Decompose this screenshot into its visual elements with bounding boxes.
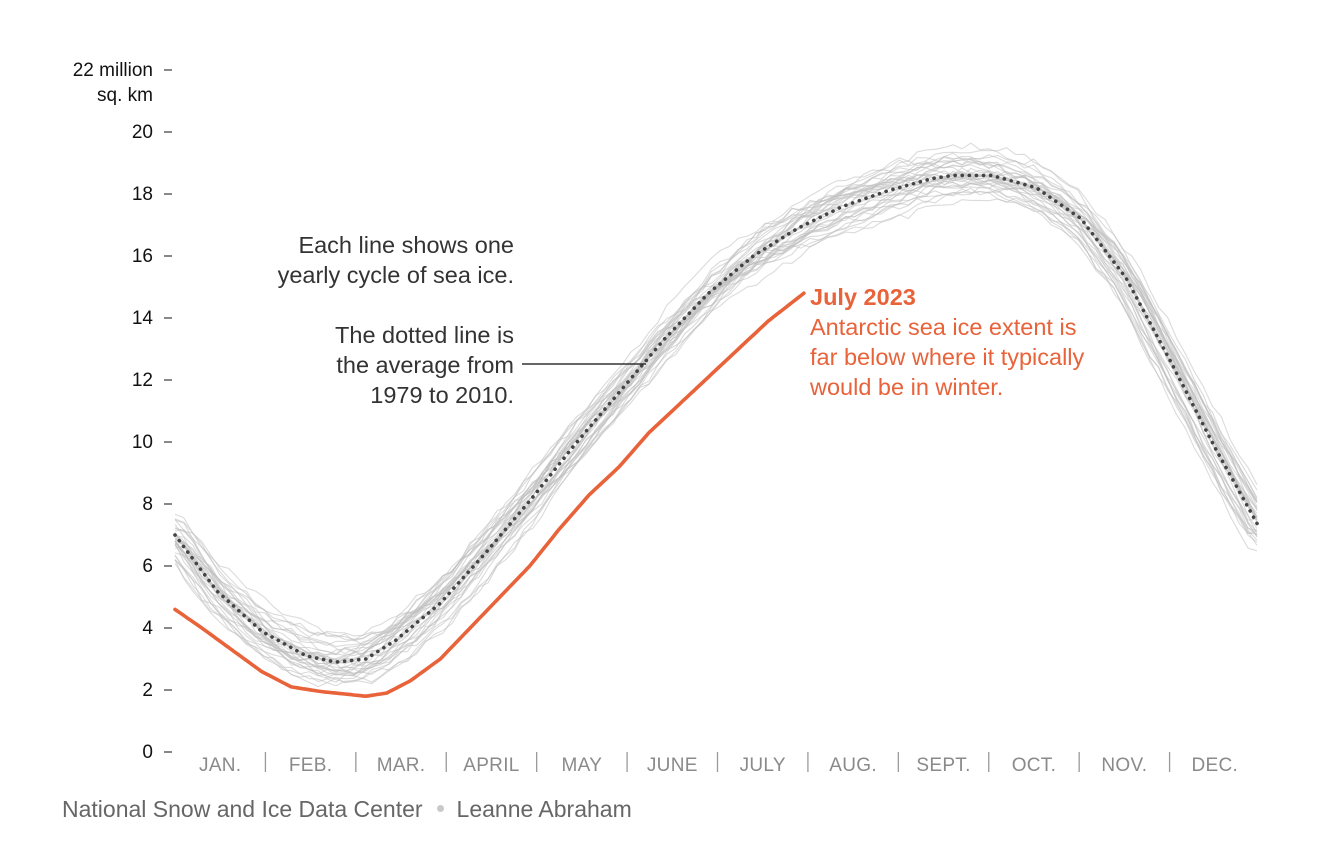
- past-year-line: [174, 147, 1258, 655]
- month-label: DEC.: [1191, 755, 1238, 776]
- separator-dot: [436, 805, 444, 813]
- source-credit: National Snow and Ice Data Center: [62, 796, 423, 822]
- month-label: JAN.: [199, 755, 241, 776]
- lines-note-text: yearly cycle of sea ice.: [278, 262, 514, 288]
- past-year-line: [174, 154, 1258, 672]
- y-tick-label: 4: [142, 618, 153, 639]
- month-label: JUNE: [647, 755, 698, 776]
- month-label: SEPT.: [916, 755, 970, 776]
- highlight-title: July 2023: [810, 284, 916, 310]
- y-tick-label: sq. km: [97, 85, 153, 106]
- y-tick-label: 0: [142, 742, 153, 763]
- y-tick-label: 18: [132, 184, 153, 205]
- y-tick-label: 22 million: [73, 60, 153, 81]
- highlight-text: Antarctic sea ice extent is: [810, 314, 1076, 340]
- past-year-line: [174, 170, 1258, 648]
- average-series-line: [173, 173, 1262, 664]
- y-tick-label: 10: [132, 432, 153, 453]
- x-axis: JAN. FEB. MAR. APRIL MAY JUNE JULY AUG. SEPT. OCT…: [199, 752, 1238, 776]
- annotation-layer: Each line shows one yearly cycle of sea i…: [278, 232, 1085, 408]
- highlight-text: far below where it typically: [810, 344, 1085, 370]
- past-year-line: [174, 175, 1258, 655]
- past-years-lines: [174, 142, 1258, 688]
- series-layer: [173, 173, 1262, 699]
- past-year-line: [174, 154, 1258, 642]
- y-tick-label: 8: [142, 494, 153, 515]
- highlight-series-line: [173, 291, 806, 699]
- month-label: MAY: [562, 755, 603, 776]
- month-label: NOV.: [1101, 755, 1147, 776]
- month-label: AUG.: [829, 755, 877, 776]
- average-note-text: The dotted line is: [335, 322, 514, 348]
- past-year-line: [174, 152, 1258, 657]
- y-tick-label: 20: [132, 122, 153, 143]
- y-tick-label: 14: [132, 308, 154, 329]
- average-note-text: the average from: [336, 352, 514, 378]
- footer: National Snow and Ice Data Center Leanne …: [62, 796, 632, 823]
- past-year-line: [174, 187, 1258, 669]
- lines-note-text: Each line shows one: [298, 232, 514, 258]
- month-label: OCT.: [1012, 755, 1056, 776]
- highlight-text: would be in winter.: [809, 374, 1003, 400]
- author-credit: Leanne Abraham: [456, 796, 632, 822]
- past-year-line: [174, 173, 1258, 641]
- past-year-line: [174, 175, 1258, 676]
- month-label: FEB.: [289, 755, 332, 776]
- average-note-text: 1979 to 2010.: [370, 382, 514, 408]
- y-tick-label: 2: [142, 680, 153, 701]
- past-year-line: [174, 182, 1258, 675]
- y-tick-label: 6: [142, 556, 153, 577]
- month-label: APRIL: [463, 755, 519, 776]
- month-label: JULY: [740, 755, 786, 776]
- month-label: MAR.: [377, 755, 426, 776]
- y-tick-label: 12: [132, 370, 153, 391]
- y-tick-label: 16: [132, 246, 153, 267]
